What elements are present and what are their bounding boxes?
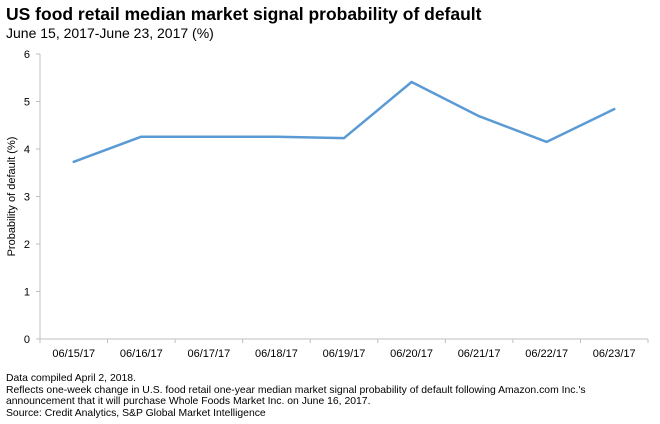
chart-title: US food retail median market signal prob… [6,4,482,24]
footnote-description-1: Reflects one-week change in U.S. food re… [6,384,586,396]
data-point [342,136,346,140]
footnotes: Data compiled April 2, 2018. Reflects on… [6,373,656,419]
x-tick-label: 06/20/17 [390,348,433,360]
y-tick-label: 1 [24,287,30,299]
x-tick-label: 06/18/17 [255,348,298,360]
data-point [72,160,75,164]
series-line [72,80,616,164]
y-tick-label: 6 [24,49,30,61]
chart-subtitle: June 15, 2017-June 23, 2017 (%) [6,25,214,41]
footnote-date: Data compiled April 2, 2018. [6,373,136,384]
data-point [140,135,143,138]
y-axis-label: Probability of default (%) [6,137,18,257]
y-tick-label: 2 [24,239,30,251]
x-tick-label: 06/21/17 [458,348,501,360]
data-point [613,107,616,111]
x-tick-label: 06/23/17 [593,348,636,360]
footnote-description-2: announcement that it will purchase Whole… [6,396,371,408]
x-tick-label: 06/22/17 [525,348,568,360]
footnote-source: Source: Credit Analytics, S&P Global Mar… [6,407,266,419]
data-point [477,115,481,118]
x-tick-label: 06/15/17 [52,348,95,360]
y-tick-label: 3 [24,192,30,204]
y-tick-label: 0 [24,334,30,346]
x-tick-label: 06/16/17 [120,348,163,360]
y-tick-label: 4 [24,144,30,156]
x-tick-label: 06/19/17 [323,348,366,360]
data-point [207,135,211,138]
data-point [410,80,413,84]
data-point [545,140,548,144]
data-point [275,135,278,138]
y-tick-label: 5 [24,97,30,109]
x-tick-label: 06/17/17 [187,348,230,360]
